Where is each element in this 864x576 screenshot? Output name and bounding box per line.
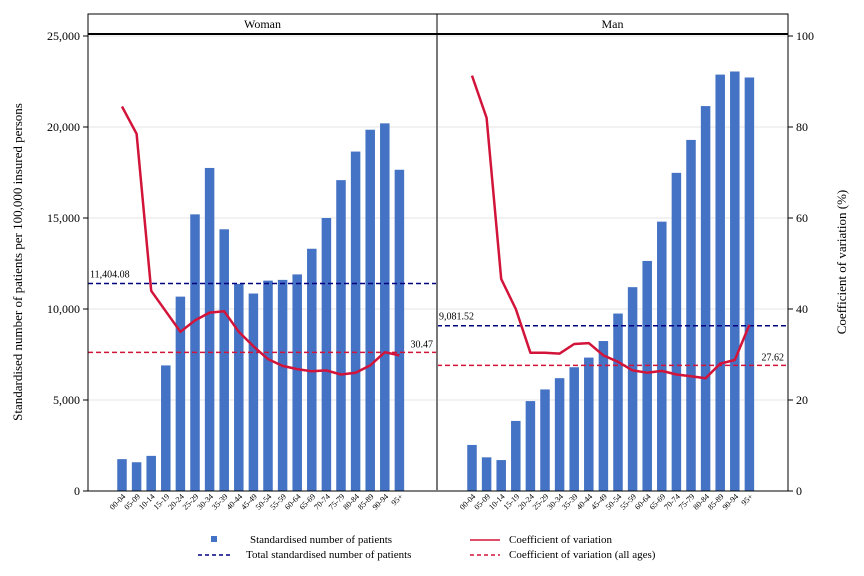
x-tick-woman-90-94: 90-94 [371, 492, 391, 512]
y-tick-label-20,000: 20,000 [47, 120, 80, 134]
legend-label-patients: Standardised number of patients [250, 534, 392, 546]
reference-lines: 11,404.08 30.47 9,081.52 27.62 [88, 269, 788, 367]
x-tick-labels: 00-0405-0910-1415-1920-2425-2930-3435-39… [108, 492, 755, 512]
bar-woman-00-04 [117, 459, 127, 491]
legend: Standardised number of patients Coefficie… [198, 534, 656, 561]
axes [83, 35, 793, 492]
bar-man-85-89 [715, 74, 725, 492]
bar-man-05-09 [481, 457, 492, 491]
bar-woman-10-14 [146, 455, 156, 491]
bar-man-65-69 [657, 221, 667, 491]
cv-line-woman [120, 105, 400, 376]
legend-swatch-patients [211, 536, 217, 542]
bar-woman-15-19 [161, 365, 171, 491]
bar-woman-30-34 [204, 167, 215, 491]
bar-man-95+ [744, 77, 755, 491]
y2-tick-label-40: 40 [796, 302, 808, 316]
bar-man-55-59 [627, 287, 638, 491]
bar-man-20-24 [525, 401, 536, 491]
bar-man-15-19 [511, 420, 521, 491]
y-tick-label-10,000: 10,000 [47, 302, 80, 316]
bar-man-10-14 [496, 460, 506, 491]
bar-woman-75-79 [336, 180, 346, 492]
bar-man-00-04 [467, 444, 477, 491]
panel-strips: Woman Man [87, 13, 789, 35]
y-tick-label-5,000: 5,000 [53, 393, 80, 407]
bar-man-60-64 [642, 260, 652, 491]
bar-man-45-49 [598, 341, 609, 491]
bar-man-35-39 [569, 367, 579, 491]
legend-label-cv-all: Coefficient of variation (all ages) [509, 549, 656, 561]
tick-labels: 0 5,000 10,000 15,000 20,000 25,000 0 20 40 60 80 1… [47, 29, 814, 498]
x-tick-woman-95+: 95+ [390, 492, 406, 508]
bar-woman-45-49 [248, 293, 259, 491]
bar-woman-50-54 [263, 280, 273, 491]
bar-woman-90-94 [380, 123, 390, 492]
y2-tick-label-0: 0 [796, 484, 802, 498]
legend-label-cv: Coefficient of variation [509, 534, 613, 546]
y2-tick-label-20: 20 [796, 393, 808, 407]
bar-woman-40-44 [234, 283, 244, 491]
bar-man-40-44 [584, 357, 594, 491]
y-axis-label: Standardised number of patients per 100,… [10, 103, 25, 421]
cv-all-label-man: 27.62 [762, 352, 785, 363]
bar-woman-35-39 [219, 229, 229, 491]
bar-man-80-84 [700, 106, 711, 491]
bar-woman-85-89 [365, 129, 375, 492]
bar-woman-60-64 [292, 274, 302, 491]
bar-woman-20-24 [175, 296, 186, 491]
y2-tick-label-100: 100 [796, 29, 814, 43]
bar-woman-05-09 [131, 462, 142, 491]
bar-woman-65-69 [307, 248, 317, 491]
total-line-label-man: 9,081.52 [439, 312, 474, 323]
cv-line-man [470, 75, 751, 380]
y2-tick-label-60: 60 [796, 211, 808, 225]
total-line-label-woman: 11,404.08 [90, 269, 130, 280]
cv-lines [120, 75, 751, 380]
bar-man-75-79 [686, 139, 696, 491]
y-tick-label-15,000: 15,000 [47, 211, 80, 225]
strip-label-man: Man [602, 17, 624, 31]
y2-axis-label: Coefficient of variation (%) [834, 190, 849, 335]
strip-label-woman: Woman [244, 17, 281, 31]
bars [117, 71, 755, 492]
bar-woman-80-84 [350, 151, 361, 491]
bar-man-50-54 [613, 313, 623, 491]
y2-tick-label-80: 80 [796, 120, 808, 134]
bar-woman-55-59 [277, 279, 288, 491]
x-tick-man-90-94: 90-94 [721, 492, 741, 512]
bar-man-25-29 [540, 389, 550, 491]
y-tick-label-25,000: 25,000 [47, 29, 80, 43]
legend-label-total: Total standardised number of patients [246, 549, 411, 561]
bar-man-70-74 [671, 172, 682, 491]
x-tick-man-95+: 95+ [740, 492, 756, 508]
bar-man-90-94 [730, 71, 740, 492]
y-tick-label-0: 0 [74, 484, 80, 498]
bar-woman-95+ [394, 169, 405, 491]
bar-man-30-34 [554, 378, 565, 491]
cv-all-label-woman: 30.47 [411, 339, 434, 350]
bar-woman-70-74 [321, 218, 332, 491]
